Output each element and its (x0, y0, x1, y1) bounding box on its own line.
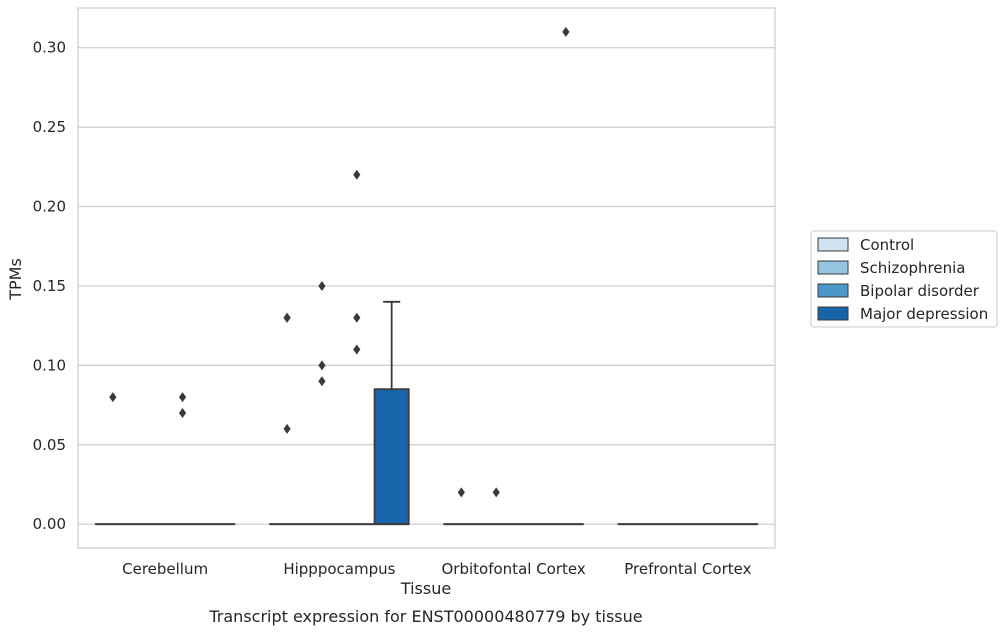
x-axis-ticks: Cerebellum Hipppocampus Orbitofontal Corte… (122, 560, 751, 578)
x-tick-label: Hipppocampus (283, 560, 395, 578)
legend-label: Bipolar disorder (860, 282, 980, 300)
outlier-point (492, 487, 500, 498)
box (373, 388, 410, 526)
outlier-point (318, 376, 326, 387)
outlier-point (109, 392, 117, 403)
grid-lines (78, 47, 775, 525)
outlier-point (178, 392, 187, 403)
y-tick-label: 0.30 (33, 39, 66, 57)
legend-label: Schizophrenia (860, 259, 965, 277)
x-axis-label: Tissue (400, 579, 451, 598)
outlier-point (318, 280, 326, 291)
y-tick-label: 0.05 (33, 436, 66, 454)
chart-caption: Transcript expression for ENST0000048077… (208, 607, 642, 626)
outlier-point (353, 169, 361, 180)
y-tick-label: 0.25 (33, 118, 66, 136)
outlier-point (353, 344, 361, 355)
y-axis-ticks: 0.00 0.05 0.10 0.15 0.20 0.25 0.30 (33, 39, 66, 533)
legend-frame (810, 230, 998, 328)
outlier-point (283, 312, 291, 323)
outlier-point (562, 26, 570, 37)
legend-swatch (817, 260, 849, 275)
x-tick-label: Cerebellum (122, 560, 208, 578)
outlier-point (318, 360, 326, 371)
x-tick-label: Prefrontal Cortex (624, 560, 751, 578)
legend-swatch (817, 237, 849, 252)
y-axis-label: TPMs (6, 258, 25, 301)
outlier-point (283, 423, 291, 434)
legend-label: Major depression (860, 305, 988, 323)
outlier-point (457, 487, 465, 498)
y-tick-label: 0.10 (33, 356, 66, 374)
legend-swatch (817, 306, 849, 321)
plot-frame (77, 7, 776, 549)
y-tick-label: 0.20 (33, 198, 66, 216)
legend-swatch (817, 283, 849, 298)
boxes (94, 300, 759, 526)
x-tick-label: Orbitofontal Cortex (442, 560, 586, 578)
outlier-point (178, 408, 187, 418)
legend-label: Control (860, 236, 914, 254)
legend: Control Schizophrenia Bipolar disorder Majo… (810, 230, 998, 328)
outliers (109, 26, 570, 498)
outlier-point (353, 312, 361, 323)
y-tick-label: 0.15 (33, 277, 66, 295)
y-tick-label: 0.00 (33, 515, 66, 533)
